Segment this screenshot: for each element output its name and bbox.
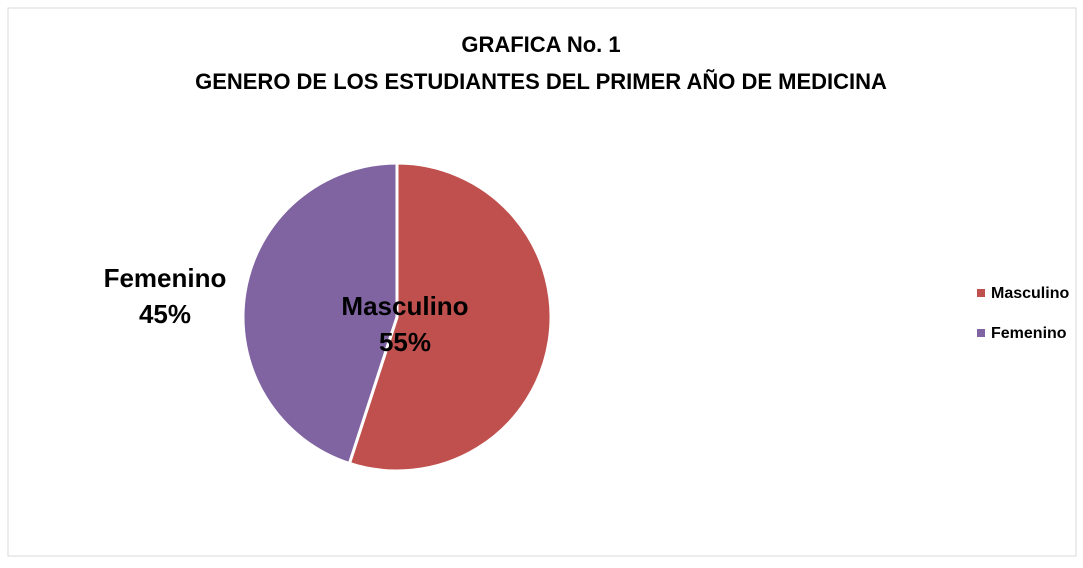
legend-swatch — [977, 289, 985, 297]
data-label-name: Femenino — [104, 263, 227, 293]
chart-title: GRAFICA No. 1 — [461, 32, 620, 57]
chart-subtitle: GENERO DE LOS ESTUDIANTES DEL PRIMER AÑO… — [195, 69, 887, 94]
legend-label: Femenino — [991, 325, 1067, 342]
data-label-name: Masculino — [341, 291, 468, 321]
data-label-value: 45% — [139, 299, 191, 329]
data-label-value: 55% — [379, 327, 431, 357]
pie-slice — [347, 161, 553, 473]
legend-swatch — [977, 329, 985, 337]
pie-slice — [241, 161, 399, 466]
legend-label: Masculino — [991, 285, 1069, 302]
